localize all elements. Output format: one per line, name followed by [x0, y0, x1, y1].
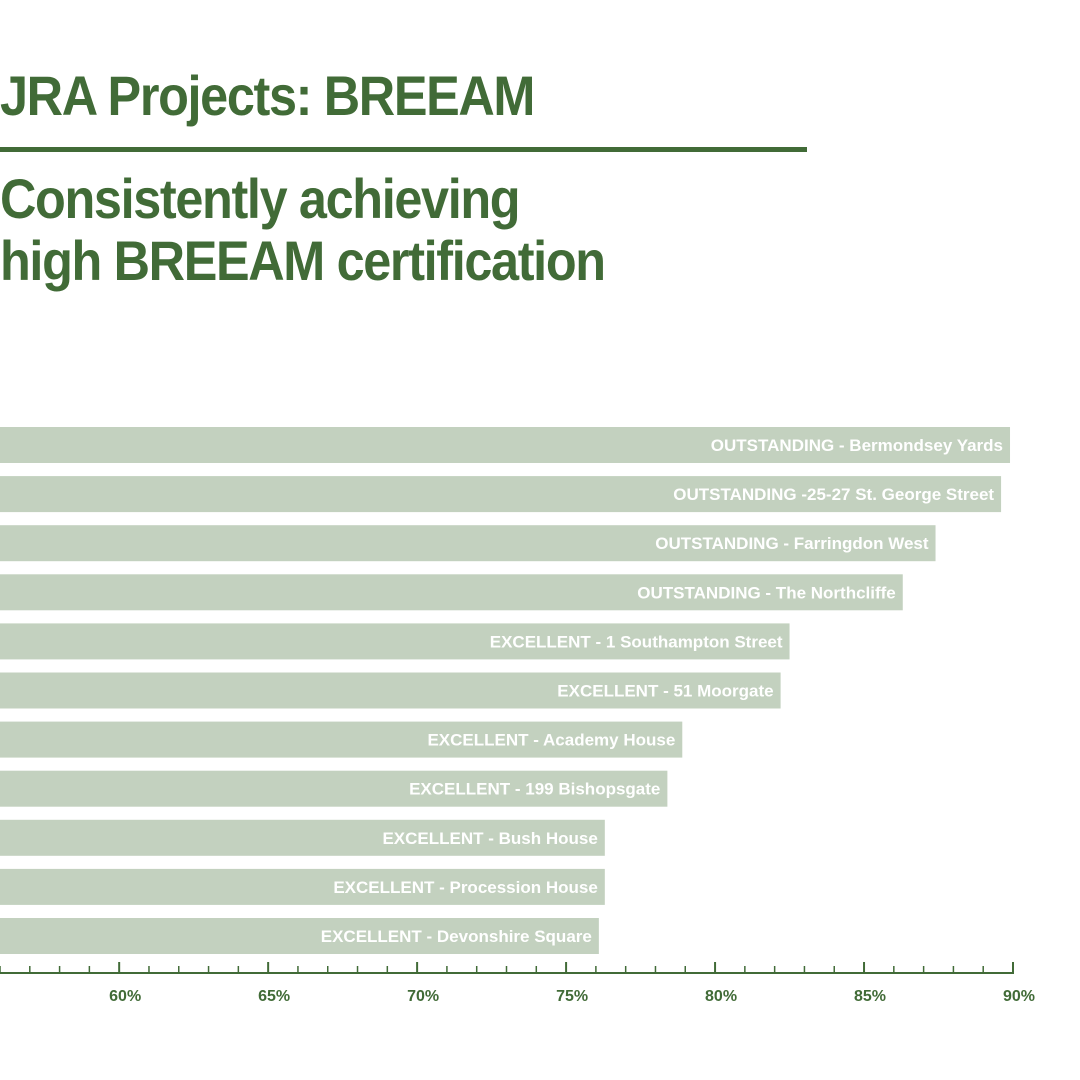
bar — [0, 721, 683, 758]
page-title: JRA Projects: BREEAM — [0, 64, 535, 127]
bar-group: EXCELLENT - 51 Moorgate — [0, 672, 781, 709]
bar — [0, 525, 936, 562]
bar — [0, 427, 1011, 463]
bar-label: EXCELLENT - 1 Southampton Street — [490, 632, 783, 651]
bar-group: OUTSTANDING - Bermondsey Yards — [0, 427, 1011, 463]
title-divider — [0, 147, 807, 152]
bar — [0, 623, 790, 660]
bar-label: EXCELLENT - Bush House — [382, 829, 597, 848]
bar — [0, 918, 599, 954]
x-axis: 60% 65% 70% 75% 80% 85% 90% — [0, 962, 1035, 1005]
bars-layer: OUTSTANDING - Bermondsey Yards OUTSTANDIN… — [0, 427, 1011, 954]
bar — [0, 574, 903, 611]
bar — [0, 770, 668, 807]
bar — [0, 672, 781, 709]
bar — [0, 819, 605, 856]
bar-group: EXCELLENT - Bush House — [0, 819, 605, 856]
bar-label: EXCELLENT - Devonshire Square — [321, 927, 592, 946]
bar-label: EXCELLENT - 51 Moorgate — [557, 682, 773, 701]
bar-group: EXCELLENT - 1 Southampton Street — [0, 623, 790, 660]
x-tick-label: 60% — [109, 988, 141, 1005]
bar-group: OUTSTANDING - The Northcliffe — [0, 574, 903, 611]
x-tick-label: 80% — [705, 988, 737, 1005]
bar-group: EXCELLENT - Academy House — [0, 721, 683, 758]
bar-label: OUTSTANDING - Farringdon West — [655, 534, 929, 553]
x-tick-label: 85% — [854, 988, 886, 1005]
bar-label: EXCELLENT - Academy House — [427, 731, 675, 750]
x-tick-label: 75% — [556, 988, 588, 1005]
x-tick-label: 65% — [258, 988, 290, 1005]
bar — [0, 476, 1002, 513]
bar-group: OUTSTANDING - Farringdon West — [0, 525, 936, 562]
page-subtitle: Consistently achieving high BREEAM certi… — [0, 167, 606, 292]
x-tick-label: 70% — [407, 988, 439, 1005]
bar-group: EXCELLENT - Procession House — [0, 868, 605, 905]
bar-label: OUTSTANDING - The Northcliffe — [637, 583, 895, 602]
bar-group: EXCELLENT - Devonshire Square — [0, 918, 599, 954]
x-tick-label: 90% — [1003, 988, 1035, 1005]
bar-group: EXCELLENT - 199 Bishopsgate — [0, 770, 668, 807]
bar-label: OUTSTANDING -25-27 St. George Street — [673, 485, 994, 504]
bar-label: EXCELLENT - Procession House — [333, 878, 598, 897]
bar-label: EXCELLENT - 199 Bishopsgate — [409, 780, 660, 799]
bar — [0, 868, 605, 905]
bar-group: OUTSTANDING -25-27 St. George Street — [0, 476, 1002, 513]
bar-label: OUTSTANDING - Bermondsey Yards — [711, 436, 1003, 455]
